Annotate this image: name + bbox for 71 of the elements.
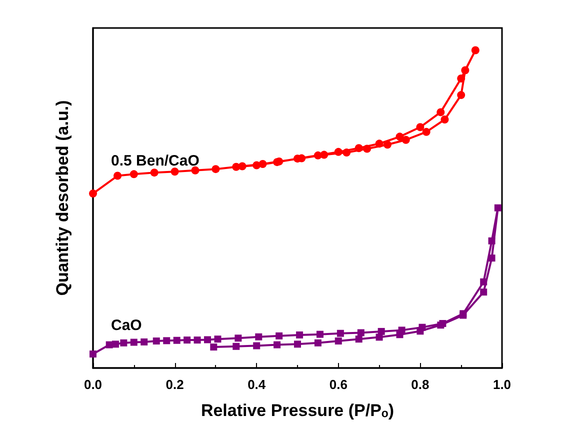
x-tick-label: 0.6 — [329, 377, 348, 392]
point — [120, 339, 128, 346]
point — [316, 330, 324, 338]
point — [396, 331, 404, 338]
x-tick-label: 0.0 — [84, 377, 102, 392]
x-tick-label: 0.4 — [248, 377, 266, 392]
point — [471, 46, 480, 54]
point — [112, 340, 119, 348]
point — [440, 116, 449, 124]
point — [334, 337, 342, 344]
point — [184, 336, 191, 344]
point — [416, 328, 424, 335]
point — [296, 331, 304, 338]
x-tick-label: 1.0 — [492, 377, 512, 392]
point — [89, 190, 97, 198]
point — [422, 128, 430, 136]
x-tick-label: 0.8 — [411, 377, 430, 392]
point — [90, 350, 96, 358]
x-axis-title: Relative Pressure (P/Pₒ) — [200, 401, 394, 420]
point — [416, 123, 424, 132]
point — [342, 148, 351, 157]
series-label: 0.5 Ben/CaO — [111, 152, 200, 170]
point — [274, 341, 281, 348]
point — [480, 288, 488, 296]
point — [363, 144, 372, 153]
point — [212, 165, 220, 174]
point — [255, 333, 262, 340]
point — [130, 338, 138, 346]
y-axis-title: Quantity desorbed (a.u.) — [53, 100, 72, 296]
point — [114, 172, 122, 180]
point — [130, 170, 138, 178]
point — [173, 336, 180, 344]
point — [140, 338, 148, 346]
point — [253, 342, 260, 350]
point — [234, 334, 242, 342]
point — [194, 336, 201, 344]
point — [238, 162, 246, 170]
point — [480, 278, 488, 286]
point — [375, 140, 384, 148]
point — [163, 337, 170, 344]
point — [294, 340, 301, 348]
point — [488, 237, 496, 244]
point — [354, 144, 363, 152]
point — [457, 91, 466, 100]
point — [457, 74, 466, 83]
point — [210, 344, 218, 351]
point — [436, 108, 445, 116]
point — [314, 339, 322, 346]
point — [334, 148, 342, 156]
point — [191, 166, 200, 174]
point — [355, 336, 362, 343]
point — [461, 66, 470, 74]
series-label: CaO — [111, 317, 142, 334]
point — [170, 168, 179, 176]
point — [494, 204, 502, 212]
point — [396, 132, 404, 141]
point — [376, 334, 383, 341]
point — [152, 337, 160, 344]
point — [402, 136, 410, 144]
point — [383, 140, 392, 149]
point — [336, 330, 344, 337]
point — [320, 150, 328, 159]
point — [488, 254, 496, 262]
x-tick-label: 0.2 — [166, 377, 184, 392]
point — [232, 342, 240, 350]
point — [214, 336, 222, 343]
point — [357, 329, 364, 336]
point — [258, 160, 267, 168]
point — [150, 168, 158, 177]
point — [204, 336, 212, 344]
point — [276, 332, 283, 340]
